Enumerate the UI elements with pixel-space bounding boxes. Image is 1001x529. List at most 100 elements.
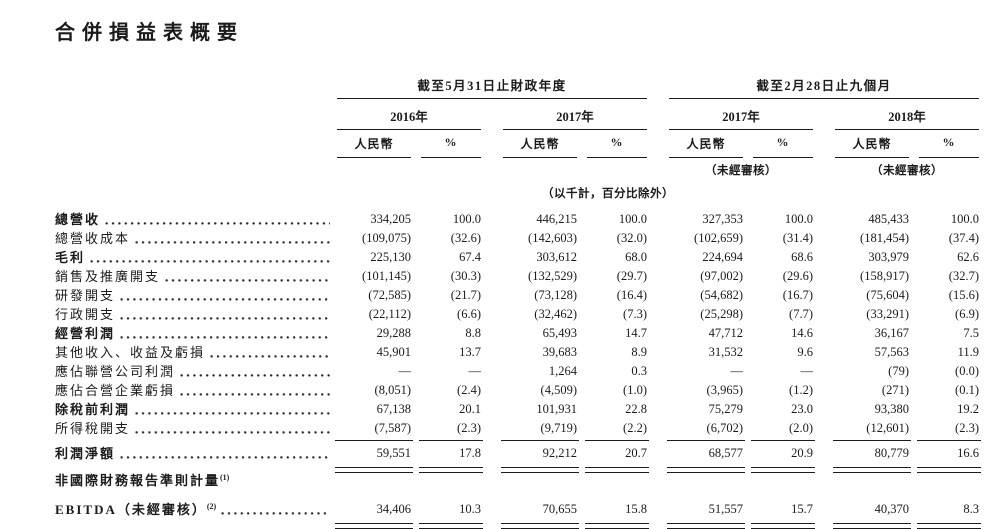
value-cell: (15.6) bbox=[948, 288, 979, 302]
value-cell: 67.4 bbox=[459, 250, 481, 264]
value-cell: 20.1 bbox=[459, 402, 481, 416]
value-cell: 303,612 bbox=[536, 250, 577, 264]
units-note-row: （以千計，百分比除外） bbox=[55, 185, 979, 201]
value-cell: (16.4) bbox=[616, 288, 647, 302]
value-cell: 51,557 bbox=[667, 500, 745, 529]
table-body: 總營收 334,205 100.0 446,215 100.0 327,353 … bbox=[55, 210, 981, 529]
table-row: 行政開支 (22,112) (6.6) (32,462) (7.3) (25,2… bbox=[55, 305, 979, 324]
footnote-marker: (1) bbox=[220, 473, 230, 482]
value-cell: (102,659) bbox=[694, 231, 743, 245]
row-label: 行政開支 bbox=[55, 305, 331, 324]
table-row: 應佔聯營公司利潤 — — 1,264 0.3 — — (79) (0.0) bbox=[55, 362, 979, 381]
value-cell: 34,406 bbox=[335, 500, 413, 529]
value-cell: 15.7 bbox=[751, 500, 815, 529]
value-cell: 17.8 bbox=[419, 444, 483, 473]
value-cell: (271) bbox=[881, 383, 909, 397]
value-cell: (54,682) bbox=[700, 288, 743, 302]
year-header-2016: 2016年 bbox=[337, 106, 481, 130]
value-cell: 224,694 bbox=[702, 250, 743, 264]
unaudited-note: （未經審核） bbox=[705, 165, 777, 177]
value-cell: 15.8 bbox=[585, 500, 649, 529]
table-row: EBITDA（未經審核） (2) 34,406 10.3 70,655 15.8 … bbox=[55, 500, 981, 529]
value-cell: 16.6 bbox=[917, 444, 981, 473]
dot-leader bbox=[180, 373, 330, 378]
value-cell: 303,979 bbox=[868, 250, 909, 264]
table-row: 研發開支 (72,585) (21.7) (73,128) (16.4) (54… bbox=[55, 286, 979, 305]
value-cell: 8.9 bbox=[631, 345, 647, 359]
value-cell: (1.0) bbox=[623, 383, 647, 397]
col-header-percent: % bbox=[587, 135, 647, 158]
dot-leader bbox=[180, 392, 330, 397]
value-cell: 68,577 bbox=[667, 444, 745, 473]
value-cell: 68.0 bbox=[625, 250, 647, 264]
value-cell: (37.4) bbox=[948, 231, 979, 245]
value-cell: 10.3 bbox=[419, 500, 483, 529]
dot-leader bbox=[210, 354, 330, 359]
value-cell: 23.0 bbox=[791, 402, 813, 416]
dot-leader bbox=[105, 221, 330, 226]
value-cell: 59,551 bbox=[335, 444, 413, 473]
value-cell: 75,279 bbox=[708, 402, 743, 416]
row-label: 經營利潤 bbox=[55, 324, 331, 343]
value-cell: (132,529) bbox=[528, 269, 577, 283]
row-label: 應佔聯營公司利潤 bbox=[55, 362, 331, 381]
dot-leader bbox=[120, 316, 330, 321]
value-cell: (22,112) bbox=[368, 307, 411, 321]
value-cell: 65,493 bbox=[542, 326, 577, 340]
col-header-rmb: 人民幣 bbox=[835, 135, 909, 158]
table-row: 經營利潤 29,288 8.8 65,493 14.7 47,712 14.6 … bbox=[55, 324, 979, 343]
value-cell: 93,380 bbox=[874, 402, 909, 416]
dot-leader bbox=[90, 259, 330, 264]
period-group-header-row: 截至5月31日止財政年度 截至2月28日止九個月 bbox=[55, 75, 979, 99]
dot-leader bbox=[120, 335, 330, 340]
col-header-rmb: 人民幣 bbox=[337, 135, 411, 158]
value-cell: (72,585) bbox=[368, 288, 411, 302]
value-cell: (32,462) bbox=[534, 307, 577, 321]
row-label: 總營收成本 bbox=[55, 229, 331, 248]
value-cell: (7,587) bbox=[335, 419, 413, 441]
year-header-9m-2018: 2018年 bbox=[835, 106, 979, 130]
col-header-percent: % bbox=[919, 135, 979, 158]
year-header-row: 2016年 2017年 2017年 2018年 bbox=[55, 106, 979, 130]
row-label: 所得稅開支 bbox=[55, 419, 331, 438]
value-cell: 225,130 bbox=[370, 250, 411, 264]
dot-leader bbox=[135, 240, 330, 245]
value-cell bbox=[753, 471, 813, 490]
value-cell: (25,298) bbox=[700, 307, 743, 321]
value-cell: (4,509) bbox=[540, 383, 577, 397]
value-cell: 100.0 bbox=[950, 212, 979, 226]
dot-leader bbox=[120, 297, 330, 302]
value-cell: (7.3) bbox=[623, 307, 647, 321]
value-cell: — bbox=[398, 364, 412, 378]
value-cell: 20.7 bbox=[585, 444, 649, 473]
value-cell: 100.0 bbox=[452, 212, 481, 226]
row-label: 應佔合營企業虧損 bbox=[55, 381, 331, 400]
value-cell: 485,433 bbox=[868, 212, 909, 226]
value-cell: 14.6 bbox=[791, 326, 813, 340]
value-cell bbox=[337, 471, 411, 490]
dot-leader bbox=[120, 455, 330, 460]
year-header-9m-2017: 2017年 bbox=[669, 106, 813, 130]
value-cell: 80,779 bbox=[833, 444, 911, 473]
value-cell: (2.2) bbox=[585, 419, 649, 441]
row-label: 其他收入、收益及虧損 bbox=[55, 343, 331, 362]
value-cell: 8.8 bbox=[465, 326, 481, 340]
value-cell: 67,138 bbox=[376, 402, 411, 416]
table-row: 非國際財務報告準則計量 (1) bbox=[55, 471, 979, 490]
value-cell: (79) bbox=[888, 364, 909, 378]
value-cell: (21.7) bbox=[450, 288, 481, 302]
value-cell: (33,291) bbox=[866, 307, 909, 321]
col-header-rmb: 人民幣 bbox=[503, 135, 577, 158]
value-cell: — bbox=[730, 364, 744, 378]
value-cell: 70,655 bbox=[501, 500, 579, 529]
value-cell: (32.6) bbox=[450, 231, 481, 245]
table-row: 總營收成本 (109,075) (32.6) (142,603) (32.0) … bbox=[55, 229, 979, 248]
unaudited-note: （未經審核） bbox=[871, 165, 943, 177]
units-note: （以千計，百分比除外） bbox=[542, 188, 674, 200]
unaudited-note-row: （未經審核） （未經審核） bbox=[55, 162, 979, 178]
value-cell: (0.1) bbox=[955, 383, 979, 397]
value-cell: (30.3) bbox=[450, 269, 481, 283]
col-header-percent: % bbox=[753, 135, 813, 158]
value-cell: 100.0 bbox=[784, 212, 813, 226]
